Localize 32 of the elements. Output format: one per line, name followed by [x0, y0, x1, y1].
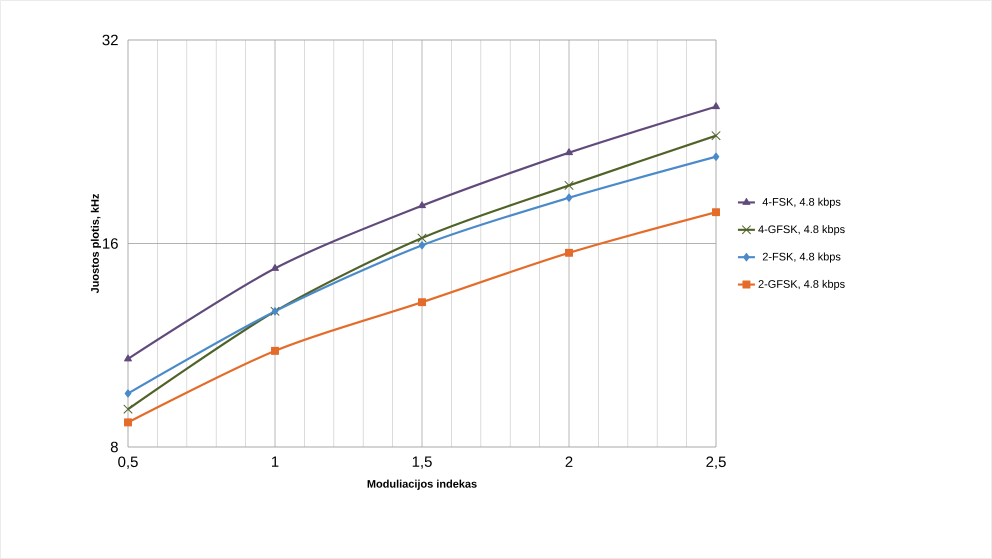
- point: [418, 201, 426, 208]
- x-tick-label: 0,5: [118, 456, 138, 469]
- point: [417, 233, 427, 243]
- point: [712, 152, 720, 162]
- point: [418, 298, 426, 306]
- x-axis-title: Moduliacijos indekas: [368, 480, 477, 490]
- point: [418, 241, 426, 250]
- point: [124, 354, 132, 362]
- point: [124, 389, 132, 398]
- y-tick-label: 32: [102, 34, 118, 46]
- legend-label: 4-FSK, 4.8 kbps: [762, 198, 840, 208]
- legend-label: 2-GFSK, 4.8 kbps: [758, 280, 845, 290]
- point: [712, 102, 720, 110]
- point: [566, 193, 572, 202]
- point: [565, 148, 573, 156]
- y-tick-label: 16: [103, 238, 118, 249]
- point: [564, 180, 574, 190]
- point: [271, 264, 279, 271]
- point: [712, 208, 720, 216]
- x-tick-label: 2,5: [706, 456, 726, 469]
- x-tick-label: 1,5: [412, 456, 432, 469]
- x-tick-label: 2: [566, 456, 572, 467]
- y-tick-label: 8: [110, 442, 118, 452]
- legend-label: 2-FSK, 4.8 kbps: [762, 252, 840, 263]
- point: [711, 130, 721, 140]
- legend-label: 4-GFSK, 4.8 kbps: [758, 225, 845, 236]
- point: [565, 248, 573, 257]
- point: [124, 418, 132, 426]
- y-axis-title: Juostos plotis, kHz: [90, 194, 102, 294]
- point: [123, 404, 133, 414]
- x-tick-label: 1: [272, 456, 278, 467]
- point: [271, 346, 279, 355]
